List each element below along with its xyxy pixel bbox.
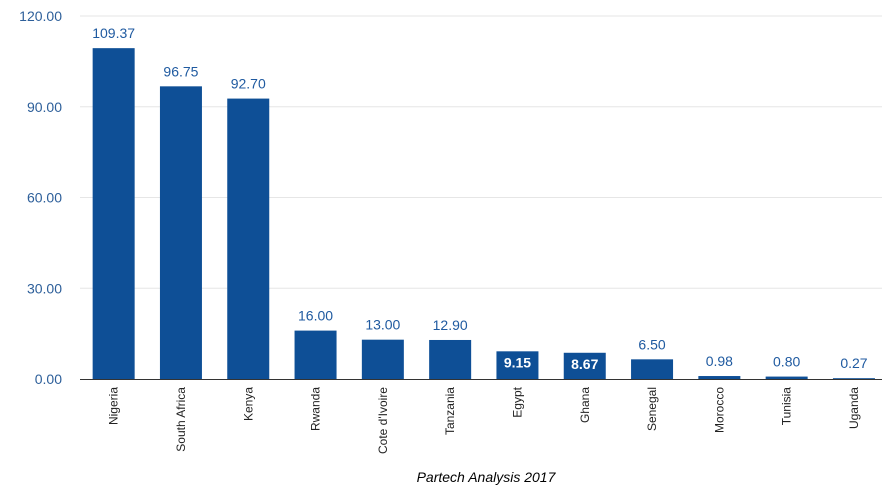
y-axis-tick-labels: 0.00 30.00 60.00 90.00 120.00 — [19, 8, 62, 387]
data-label: 12.90 — [433, 317, 468, 333]
category-label: Tanzania — [443, 387, 457, 435]
data-label: 13.00 — [365, 317, 400, 333]
bar — [631, 359, 674, 379]
category-label: Kenya — [241, 387, 255, 421]
category-label: South Africa — [174, 387, 188, 452]
category-label: Cote d'Ivoire — [376, 387, 390, 454]
y-tick-label: 90.00 — [27, 99, 62, 115]
data-label: 16.00 — [298, 308, 333, 324]
category-label: Morocco — [712, 387, 726, 433]
bar — [361, 339, 404, 379]
y-tick-label: 30.00 — [27, 280, 62, 296]
category-label: Tunisia — [780, 387, 794, 426]
category-label: Uganda — [847, 387, 861, 429]
data-label: 109.37 — [92, 25, 135, 41]
x-axis-title: Partech Analysis 2017 — [417, 469, 557, 485]
bars — [92, 48, 875, 380]
gridlines — [80, 15, 882, 289]
data-label: 0.80 — [773, 354, 800, 370]
category-label: Ghana — [578, 387, 592, 423]
category-labels: Nigeria South Africa Kenya Rwanda Cote d'Ivo… — [107, 386, 861, 454]
bar — [159, 86, 202, 380]
data-label: 8.67 — [571, 356, 598, 372]
data-label: 6.50 — [638, 336, 665, 352]
category-label: Egypt — [510, 386, 524, 417]
data-label: 92.70 — [231, 76, 266, 92]
data-label: 0.98 — [706, 353, 733, 369]
category-label: Rwanda — [309, 387, 323, 431]
category-label: Senegal — [645, 387, 659, 431]
y-tick-label: 120.00 — [19, 8, 62, 24]
bar — [563, 352, 606, 379]
bar — [429, 339, 472, 379]
bar — [496, 351, 539, 379]
bar — [698, 376, 741, 379]
bar — [832, 378, 875, 379]
category-label: Nigeria — [107, 387, 121, 425]
y-tick-label: 0.00 — [35, 371, 62, 387]
bar — [227, 98, 270, 380]
data-label: 9.15 — [504, 354, 531, 370]
data-label: 96.75 — [163, 63, 198, 79]
y-tick-label: 60.00 — [27, 190, 62, 206]
data-label: 0.27 — [840, 355, 867, 371]
bar — [294, 330, 337, 379]
data-labels: 109.37 96.75 92.70 16.00 13.00 12.90 9.15 8.67 6… — [92, 25, 868, 372]
bar — [92, 48, 135, 379]
bar — [765, 376, 808, 379]
